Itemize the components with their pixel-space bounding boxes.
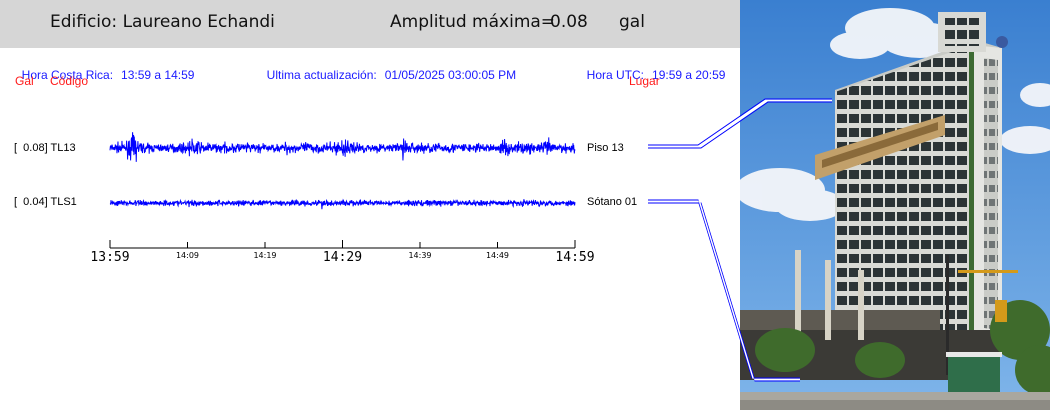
header-bar bbox=[0, 0, 740, 48]
utc-time-value: 19:59 a 20:59 bbox=[652, 68, 726, 82]
column-gal-header: Gal bbox=[15, 74, 34, 88]
amplitude-label: Amplitud máxima= bbox=[390, 12, 556, 32]
utc-time-info: Hora UTC: 19:59 a 20:59 bbox=[580, 54, 726, 82]
column-code-header: Código bbox=[50, 74, 89, 88]
time-axis-tick-label: 14:09 bbox=[176, 251, 199, 260]
time-axis-tick-label: 14:49 bbox=[486, 251, 509, 260]
trace-tls1 bbox=[109, 198, 576, 210]
building-photo-illustration bbox=[740, 0, 1050, 410]
seismogram-chart: 13:59 14:09 14:19 14:29 14:39 14:49 14:59 bbox=[90, 132, 595, 265]
channel-place-tl13: Piso 13 bbox=[587, 142, 624, 154]
time-axis-tick-label: 14:19 bbox=[253, 251, 276, 260]
time-axis: 13:59 14:09 14:19 14:29 14:39 14:49 14:59 bbox=[90, 240, 595, 265]
last-update-value: 01/05/2025 03:00:05 PM bbox=[384, 68, 517, 82]
utc-time-label: Hora UTC: bbox=[586, 68, 645, 82]
traces-group bbox=[109, 132, 576, 210]
time-axis-tick-label: 13:59 bbox=[90, 250, 129, 265]
column-place-header: Lugar bbox=[629, 74, 660, 88]
local-time-info: Hora Costa Rica: 13:59 a 14:59 bbox=[15, 54, 195, 82]
time-axis-tick-label: 14:59 bbox=[555, 250, 594, 265]
amplitude-unit: gal bbox=[619, 12, 645, 32]
time-axis-tick-label: 14:29 bbox=[323, 250, 362, 265]
local-time-value: 13:59 a 14:59 bbox=[121, 68, 195, 82]
channel-place-tls1: Sótano 01 bbox=[587, 196, 638, 208]
building-title: Edificio: Laureano Echandi bbox=[50, 12, 275, 32]
building-photo bbox=[740, 0, 1050, 410]
channel-label-tl13: [ 0.08] TL13 bbox=[14, 142, 76, 154]
channel-label-tls1: [ 0.04] TLS1 bbox=[14, 196, 77, 208]
amplitude-value: 0.08 bbox=[550, 12, 588, 32]
last-update-info: Ultima actualización: 01/05/2025 03:00:05… bbox=[260, 54, 516, 82]
trace-tl13 bbox=[109, 132, 576, 162]
time-axis-tick-label: 14:39 bbox=[408, 251, 431, 260]
local-time-label: Hora Costa Rica: bbox=[21, 68, 114, 82]
last-update-label: Ultima actualización: bbox=[266, 68, 377, 82]
